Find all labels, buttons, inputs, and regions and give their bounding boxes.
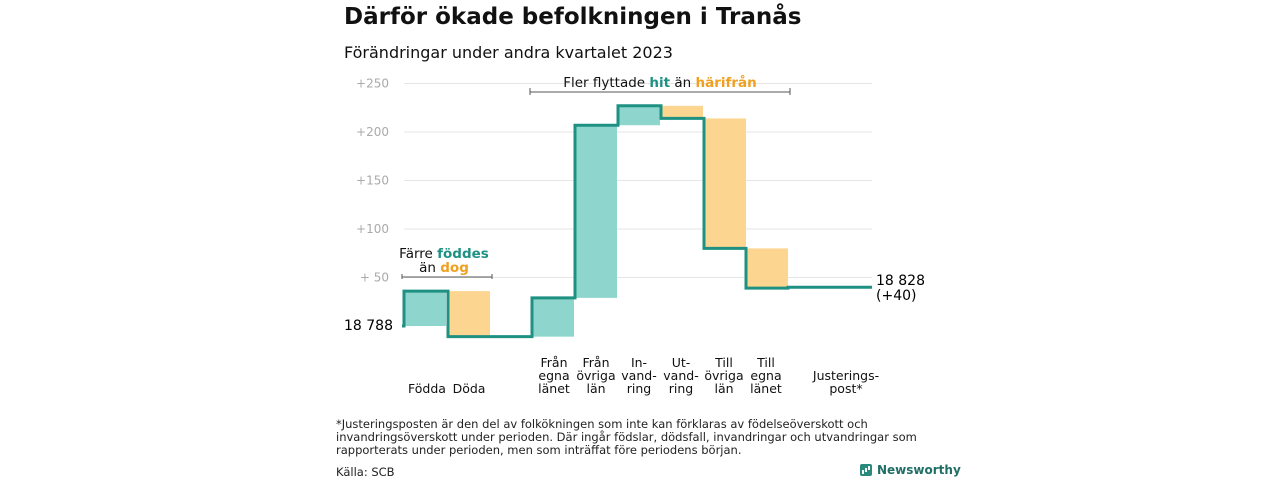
waterfall-bar <box>448 291 490 337</box>
x-axis-label: Till egna länet <box>750 355 782 396</box>
x-axis-label: In-vand-ring <box>621 355 656 396</box>
logo-text: Newsworthy <box>877 463 961 477</box>
y-tick-label: +250 <box>356 77 389 91</box>
x-axis-label: Döda <box>453 381 486 396</box>
running-total-line <box>402 104 872 339</box>
annotation-bracket <box>401 274 493 279</box>
start-value-label: 18 788 <box>344 318 393 334</box>
waterfall-bar <box>618 105 660 126</box>
y-tick-label: +150 <box>356 174 389 188</box>
x-axis-label: Till övriga län <box>704 355 743 396</box>
annotation-births-line1: Färre föddes <box>399 246 489 262</box>
waterfall-bar <box>532 297 574 337</box>
waterfall-bar <box>704 118 746 249</box>
annotation-migration: Fler flyttade hit än härifrån <box>563 74 757 91</box>
annotation-births-line2: än dog <box>419 260 469 276</box>
x-axis-label: Från egna länet <box>538 355 570 396</box>
x-axis-label: Ut-vand-ring <box>663 355 698 396</box>
waterfall-chart: +250 +200 +150 +100 + 50 Födda Döda Från egna lä… <box>344 74 925 396</box>
x-axis-label: Justerings-post* <box>812 368 879 396</box>
bar-chart-icon <box>860 464 872 476</box>
annotation-bracket <box>529 88 791 95</box>
waterfall-bar <box>575 125 617 298</box>
end-change-label: (+40) <box>876 288 916 304</box>
y-tick-label: + 50 <box>360 271 389 285</box>
y-tick-label: +200 <box>356 125 389 139</box>
newsworthy-logo: Newsworthy <box>860 463 961 477</box>
x-axis-label: Födda <box>408 381 446 396</box>
waterfall-bar <box>404 291 446 326</box>
waterfall-bar <box>746 248 788 289</box>
y-tick-label: +100 <box>356 222 389 236</box>
footnote: *Justeringsposten är den del av folkökni… <box>336 417 917 457</box>
chart-title: Därför ökade befolkningen i Tranås <box>344 4 802 30</box>
waterfall-bar <box>661 105 703 119</box>
source-label: Källa: SCB <box>336 465 395 479</box>
end-value-label: 18 828 <box>876 273 925 289</box>
bars <box>404 105 830 337</box>
x-axis-label: Från övriga län <box>576 355 615 396</box>
chart-subtitle: Förändringar under andra kvartalet 2023 <box>344 43 673 62</box>
y-axis-tick-labels: +250 +200 +150 +100 + 50 <box>356 77 389 285</box>
